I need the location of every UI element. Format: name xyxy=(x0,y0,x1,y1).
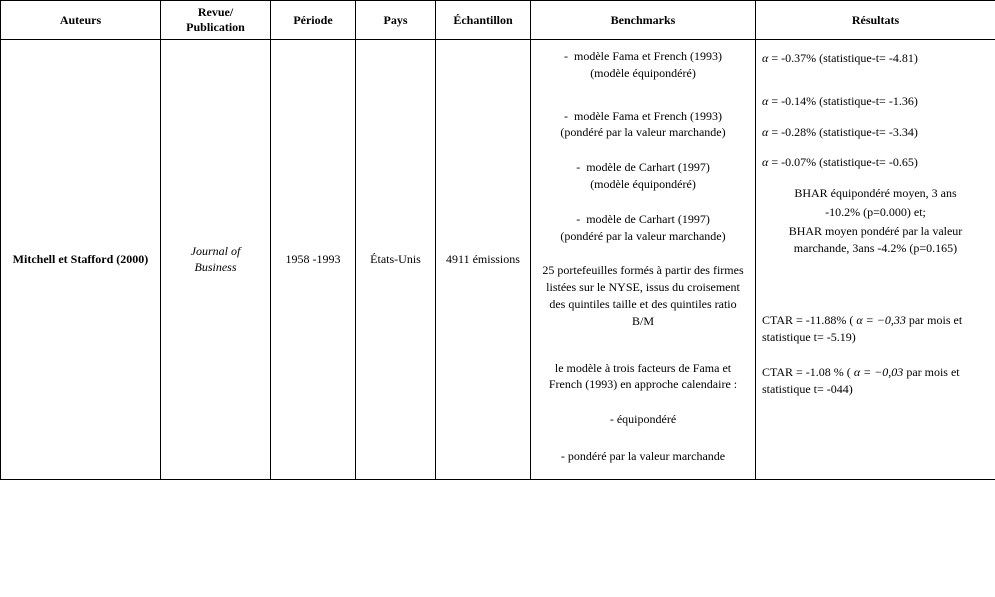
col-echantillon: Échantillon xyxy=(436,1,531,40)
result-text: = -0.28% (statistique-t= -3.34) xyxy=(768,125,918,139)
result-item: α = -0.07% (statistique-t= -0.65) xyxy=(762,154,989,171)
bench-text: modèle Fama et French (1993) xyxy=(574,49,722,63)
literature-table: Auteurs Revue/ Publication Période Pays … xyxy=(0,0,995,480)
bench-text: modèle Fama et French (1993) xyxy=(574,109,722,123)
revue-text: Journal of Business xyxy=(191,244,241,275)
table-row: Mitchell et Stafford (2000) Journal of B… xyxy=(1,40,995,480)
result-item: α = -0.28% (statistique-t= -3.34) xyxy=(762,124,989,141)
alpha-expr: α = −0,33 xyxy=(856,313,906,327)
result-item: α = -0.14% (statistique-t= -1.36) xyxy=(762,93,989,110)
cell-resultats: α = -0.37% (statistique-t= -4.81) α = -0… xyxy=(756,40,995,480)
bench-text: le modèle à trois facteurs de Fama et Fr… xyxy=(549,361,737,392)
cell-pays: États-Unis xyxy=(356,40,436,480)
benchmark-subitem: - équipondéré xyxy=(537,411,749,428)
col-benchmarks: Benchmarks xyxy=(531,1,756,40)
cell-echantillon: 4911 émissions xyxy=(436,40,531,480)
result-item: CTAR = -1.08 % ( α = −0,03 par mois et s… xyxy=(762,364,989,398)
benchmark-item: 25 portefeuilles formés à partir des fir… xyxy=(537,262,749,329)
col-revue: Revue/ Publication xyxy=(161,1,271,40)
cell-revue: Journal of Business xyxy=(161,40,271,480)
result-text: = -0.14% (statistique-t= -1.36) xyxy=(768,94,918,108)
benchmark-item: -modèle de Carhart (1997) (pondéré par l… xyxy=(537,211,749,245)
bench-text: - pondéré par la valeur marchande xyxy=(561,449,725,463)
cell-benchmarks: -modèle Fama et French (1993) (modèle éq… xyxy=(531,40,756,480)
result-text: BHAR moyen pondéré par la valeur marchan… xyxy=(762,223,989,257)
bench-subtext: (pondéré par la valeur marchande) xyxy=(560,125,725,139)
cell-periode: 1958 -1993 xyxy=(271,40,356,480)
header-row: Auteurs Revue/ Publication Période Pays … xyxy=(1,1,995,40)
benchmark-subitem: - pondéré par la valeur marchande xyxy=(537,448,749,465)
benchmark-item: -modèle Fama et French (1993) (modèle éq… xyxy=(537,48,749,82)
result-text: = -0.07% (statistique-t= -0.65) xyxy=(768,155,918,169)
result-text: CTAR = -11.88% ( xyxy=(762,313,856,327)
benchmark-item: le modèle à trois facteurs de Fama et Fr… xyxy=(537,360,749,394)
result-text: CTAR = -1.08 % ( xyxy=(762,365,854,379)
result-text: = -0.37% (statistique-t= -4.81) xyxy=(768,51,918,65)
alpha-expr: α = −0,03 xyxy=(854,365,904,379)
bench-subtext: (pondéré par la valeur marchande) xyxy=(560,229,725,243)
auteurs-text: Mitchell et Stafford (2000) xyxy=(13,252,149,266)
result-text: -10.2% (p=0.000) et; xyxy=(762,204,989,221)
bench-subtext: (modèle équipondéré) xyxy=(590,177,696,191)
result-item: BHAR équipondéré moyen, 3 ans -10.2% (p=… xyxy=(762,185,989,256)
benchmark-item: -modèle de Carhart (1997) (modèle équipo… xyxy=(537,159,749,193)
bench-subtext: (modèle équipondéré) xyxy=(590,66,696,80)
col-resultats: Résultats xyxy=(756,1,995,40)
result-item: α = -0.37% (statistique-t= -4.81) xyxy=(762,50,989,67)
benchmark-item: -modèle Fama et French (1993) (pondéré p… xyxy=(537,108,749,142)
bench-text: - équipondéré xyxy=(610,412,676,426)
bench-text: modèle de Carhart (1997) xyxy=(586,160,710,174)
col-periode: Période xyxy=(271,1,356,40)
bench-text: 25 portefeuilles formés à partir des fir… xyxy=(542,263,743,327)
cell-auteurs: Mitchell et Stafford (2000) xyxy=(1,40,161,480)
col-pays: Pays xyxy=(356,1,436,40)
result-text: BHAR équipondéré moyen, 3 ans xyxy=(762,185,989,202)
col-auteurs: Auteurs xyxy=(1,1,161,40)
bench-text: modèle de Carhart (1997) xyxy=(586,212,710,226)
result-item: CTAR = -11.88% ( α = −0,33 par mois et s… xyxy=(762,312,989,346)
